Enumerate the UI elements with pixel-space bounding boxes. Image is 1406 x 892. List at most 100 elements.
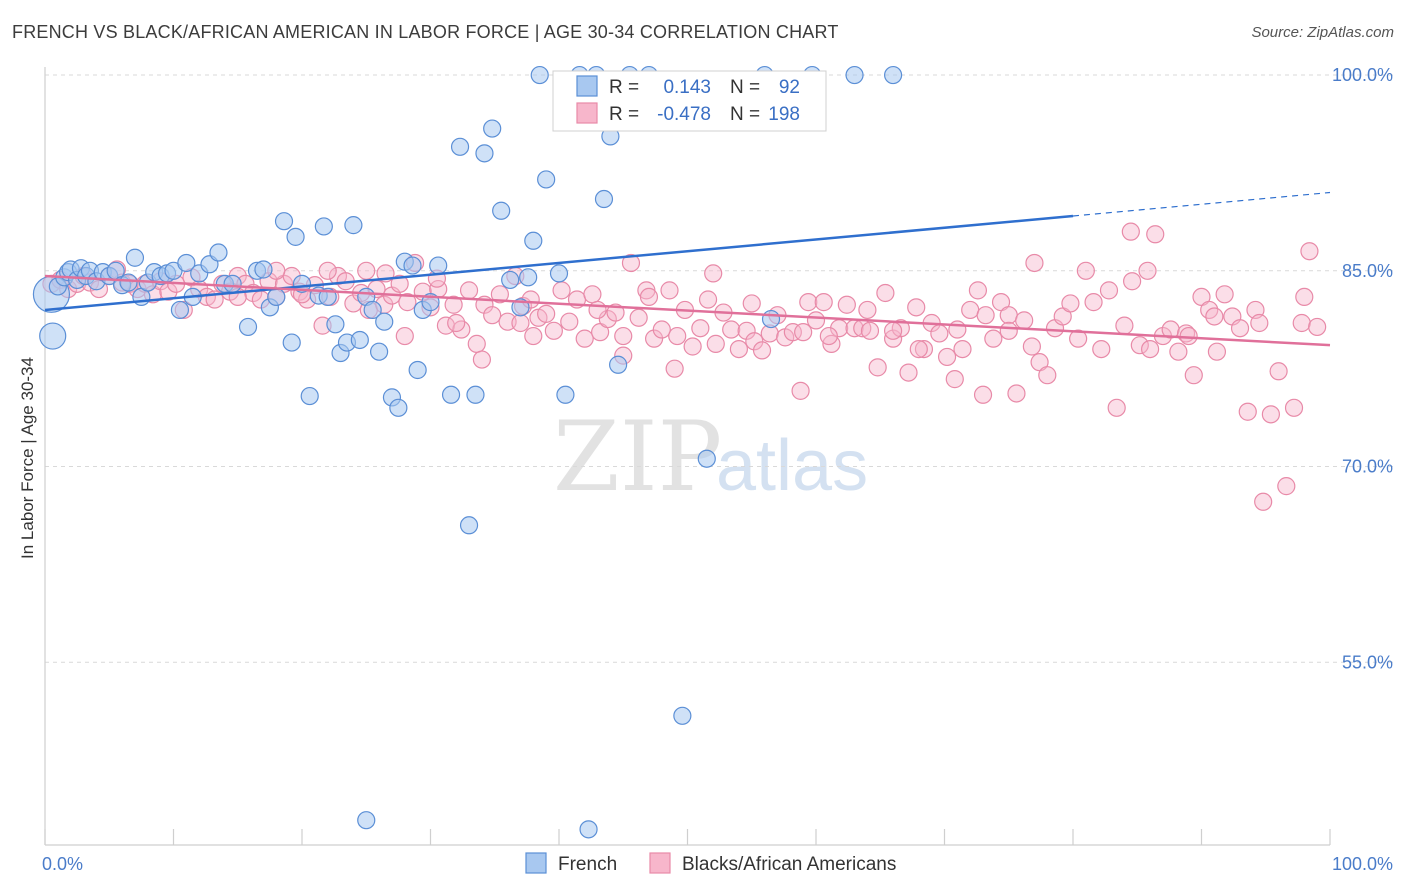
bottom-legend-french-swatch: [525, 852, 547, 874]
french-point: [441, 385, 461, 404]
black-point: [722, 320, 741, 339]
legend-black-n-value: 198: [768, 104, 800, 125]
black-point: [459, 281, 479, 300]
french-point: [609, 355, 628, 374]
french-point: [459, 516, 479, 535]
french-point: [403, 256, 422, 275]
french-point: [483, 119, 502, 138]
black-point: [1084, 293, 1103, 312]
watermark-atlas: atlas: [716, 426, 868, 506]
black-point: [390, 274, 409, 293]
black-point: [1092, 340, 1111, 359]
black-point: [544, 321, 563, 340]
black-point: [621, 253, 641, 273]
french-point: [300, 386, 319, 406]
bottom-legend-french-label: French: [558, 854, 617, 875]
french-point: [501, 270, 520, 290]
french-point: [594, 189, 614, 209]
black-point: [560, 312, 579, 331]
black-point: [1140, 340, 1160, 359]
french-point: [344, 216, 363, 235]
french-point: [519, 268, 538, 287]
black-point: [858, 300, 877, 320]
black-point: [984, 329, 1003, 348]
black-point: [472, 350, 491, 369]
french-point: [274, 212, 294, 231]
black-point: [1205, 307, 1224, 326]
watermark-zip: ZIP: [553, 401, 722, 513]
black-point: [1121, 222, 1140, 241]
black-point: [794, 323, 813, 342]
french-point: [389, 398, 408, 417]
black-point: [357, 261, 376, 280]
french-point: [125, 248, 145, 267]
black-point: [652, 320, 671, 339]
black-point: [752, 341, 772, 360]
y-tick-label: 70.0%: [1342, 457, 1393, 477]
trend-lines: [44, 191, 1331, 347]
y-tick-label: 100.0%: [1332, 65, 1393, 85]
black-point: [1099, 281, 1119, 300]
french-point: [39, 322, 67, 350]
french-point: [350, 330, 369, 350]
black-point: [447, 313, 466, 333]
black-point: [814, 293, 833, 312]
black-point: [444, 295, 463, 314]
black-point: [729, 340, 749, 359]
french-trend-extension: [1072, 191, 1331, 217]
black-point: [524, 326, 543, 346]
y-tick-label: 55.0%: [1342, 652, 1393, 672]
black-point: [1184, 366, 1203, 385]
black-point: [876, 283, 895, 303]
black-point: [837, 295, 856, 314]
french-point: [492, 201, 511, 220]
legend-black-r-value: -0.478: [657, 104, 711, 125]
black-point: [606, 303, 625, 322]
legend-black-r-label: R =: [609, 104, 639, 125]
legend-black-swatch: [576, 102, 598, 124]
french-point: [238, 317, 258, 337]
bottom-legend: French Blacks/African Americans: [525, 852, 896, 875]
black-point: [819, 326, 838, 346]
french-point: [170, 300, 190, 320]
black-point: [1130, 336, 1149, 355]
black-point: [395, 326, 414, 346]
french-point: [475, 144, 494, 163]
black-point: [907, 298, 926, 317]
black-point: [1025, 253, 1044, 273]
axes: [44, 67, 1331, 846]
black-point: [799, 293, 818, 312]
french-point: [286, 227, 305, 246]
x-tick-label: 0.0%: [42, 854, 83, 874]
french-point: [429, 256, 448, 275]
black-point: [1146, 225, 1165, 244]
black-point: [1061, 294, 1080, 313]
black-point: [976, 306, 995, 325]
black-point: [914, 340, 934, 359]
bottom-legend-black-label: Blacks/African Americans: [682, 854, 896, 875]
black-point: [1115, 316, 1134, 335]
french-point: [223, 274, 242, 293]
french-point: [375, 312, 394, 331]
french-point: [761, 309, 781, 329]
black-point: [973, 385, 993, 404]
french-point: [556, 385, 575, 404]
black-point: [1207, 342, 1227, 361]
black-point: [1250, 313, 1269, 333]
y-tick-labels: 100.0% 85.0% 70.0% 55.0%: [1332, 65, 1393, 672]
black-point: [930, 324, 949, 343]
black-point: [1269, 362, 1288, 381]
y-tick-label: 85.0%: [1342, 261, 1393, 281]
black-point: [1107, 398, 1126, 417]
black-point: [999, 321, 1018, 340]
french-point: [357, 811, 376, 830]
french-point: [549, 264, 569, 283]
black-point: [968, 281, 988, 300]
black-trend-line: [44, 274, 1331, 347]
black-point: [1138, 261, 1157, 280]
french-point: [254, 260, 273, 279]
french-point: [267, 287, 286, 306]
black-point: [791, 381, 810, 400]
x-tick-label: 100.0%: [1332, 854, 1393, 874]
